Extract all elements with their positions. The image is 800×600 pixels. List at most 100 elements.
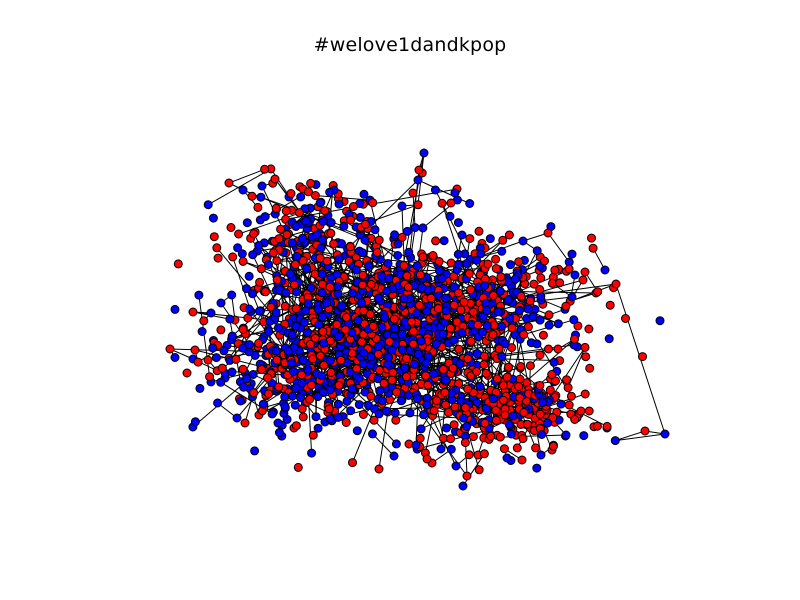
- graph-node-blue: [316, 243, 326, 253]
- graph-node-blue: [412, 308, 422, 318]
- graph-node-blue: [333, 282, 343, 292]
- graph-node-blue: [370, 225, 380, 235]
- graph-node-red: [480, 418, 490, 428]
- graph-node-blue: [430, 185, 440, 195]
- graph-node-red: [499, 444, 509, 454]
- graph-node-red: [516, 362, 526, 371]
- graph-node-red: [550, 265, 560, 275]
- graph-node-red: [213, 253, 223, 263]
- graph-node-red: [544, 310, 554, 320]
- graph-node-red: [415, 300, 424, 310]
- graph-node-blue: [453, 249, 463, 259]
- graph-node-blue: [250, 446, 260, 456]
- graph-node-blue: [256, 192, 266, 202]
- graph-node-blue: [333, 412, 343, 422]
- graph-node-blue: [297, 378, 307, 388]
- graph-node-red: [553, 344, 563, 354]
- graph-node-red: [545, 385, 555, 395]
- graph-node-red: [431, 236, 441, 246]
- graph-node-red: [310, 333, 320, 343]
- graph-node-red: [452, 317, 462, 327]
- graph-node-blue: [170, 304, 180, 314]
- graph-node-blue: [299, 318, 309, 327]
- graph-node-red: [414, 165, 424, 175]
- graph-node-blue: [360, 235, 370, 245]
- graph-node-red: [638, 352, 647, 362]
- graph-node-red: [479, 449, 489, 459]
- graph-node-blue: [412, 261, 422, 271]
- graph-node-blue: [462, 259, 472, 268]
- graph-node-blue: [225, 314, 235, 324]
- graph-node-red: [525, 361, 535, 371]
- graph-node-red: [346, 215, 356, 225]
- graph-node-red: [293, 462, 303, 472]
- graph-node-blue: [264, 327, 274, 337]
- graph-node-blue: [523, 304, 533, 314]
- graph-node-red: [402, 271, 412, 281]
- graph-node-red: [463, 354, 473, 364]
- graph-node-blue: [325, 187, 335, 197]
- graph-node-blue: [419, 410, 429, 420]
- graph-node-blue: [219, 346, 229, 356]
- graph-edge: [378, 411, 389, 470]
- graph-node-blue: [203, 200, 213, 210]
- graph-node-red: [573, 321, 583, 331]
- graph-node-red: [531, 443, 541, 453]
- graph-node-blue: [579, 431, 589, 441]
- graph-node-red: [580, 342, 590, 352]
- graph-node-red: [491, 405, 501, 415]
- graph-node-red: [426, 293, 436, 303]
- graph-node-blue: [359, 348, 369, 358]
- graph-node-red: [360, 219, 370, 229]
- graph-node-red: [291, 304, 301, 314]
- graph-node-red: [306, 178, 316, 188]
- graph-node-blue: [271, 307, 281, 317]
- graph-node-red: [238, 256, 248, 266]
- graph-node-blue: [208, 213, 218, 223]
- graph-node-red: [274, 382, 284, 392]
- graph-node-blue: [416, 336, 426, 346]
- graph-node-blue: [273, 323, 283, 333]
- graph-node-blue: [480, 281, 490, 291]
- graph-node-blue: [211, 353, 221, 363]
- graph-node-red: [375, 365, 384, 375]
- graph-node-blue: [472, 255, 482, 265]
- graph-node-red: [345, 242, 355, 252]
- graph-node-red: [543, 228, 553, 238]
- graph-edge: [244, 396, 253, 424]
- graph-node-red: [434, 257, 444, 266]
- graph-node-red: [529, 279, 539, 289]
- graph-node-blue: [431, 339, 441, 349]
- graph-node-red: [310, 191, 320, 200]
- graph-node-blue: [255, 306, 264, 316]
- graph-node-red: [392, 387, 402, 397]
- graph-node-blue: [485, 234, 495, 244]
- graph-node-blue: [313, 304, 323, 314]
- graph-node-red: [329, 239, 339, 249]
- graph-node-blue: [476, 249, 486, 259]
- graph-node-red: [374, 235, 384, 245]
- graph-node-blue: [441, 306, 451, 316]
- graph-node-blue: [497, 352, 507, 362]
- graph-node-red: [593, 287, 603, 297]
- graph-node-blue: [453, 218, 463, 228]
- graph-node-red: [492, 374, 502, 384]
- graph-node-red: [428, 251, 438, 260]
- graph-node-red: [349, 202, 358, 211]
- graph-node-red: [413, 200, 423, 210]
- graph-node-blue: [410, 223, 420, 233]
- graph-node-red: [276, 224, 286, 234]
- graph-node-red: [464, 450, 474, 460]
- graph-node-blue: [302, 264, 312, 274]
- graph-node-blue: [462, 422, 472, 431]
- graph-node-red: [304, 187, 313, 197]
- graph-node-blue: [283, 346, 293, 356]
- graph-node-red: [334, 380, 344, 390]
- graph-node-red: [281, 206, 291, 216]
- graph-node-red: [548, 413, 558, 423]
- graph-node-red: [209, 232, 219, 242]
- graph-node-blue: [553, 319, 563, 329]
- graph-node-blue: [413, 349, 423, 359]
- graph-node-blue: [570, 270, 580, 280]
- graph-node-red: [280, 301, 290, 311]
